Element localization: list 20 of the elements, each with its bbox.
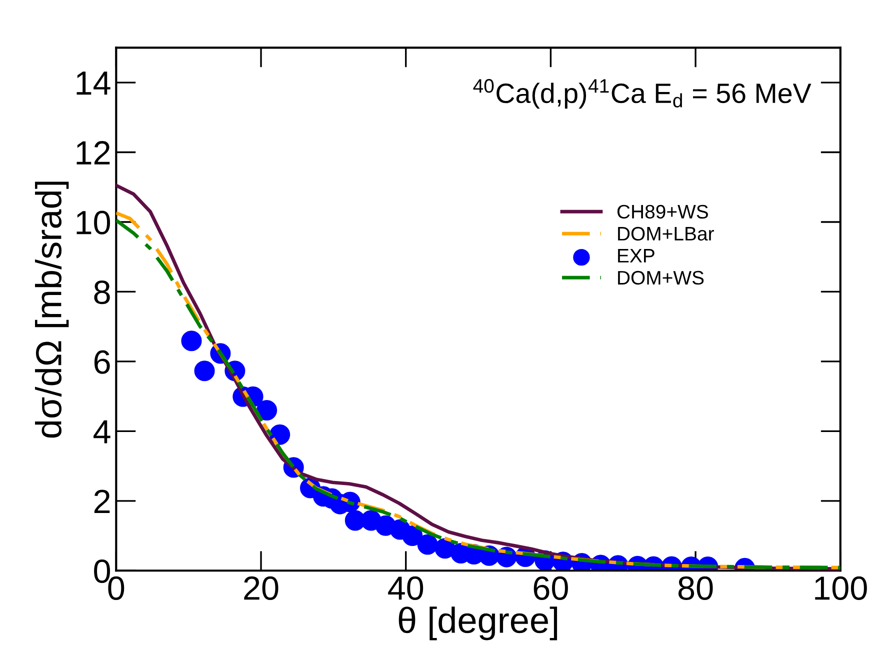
- x-tick-label: 20: [244, 576, 278, 600]
- legend-label: CH89+WS: [617, 204, 708, 219]
- text: $^{40}$Ca(d,p)$^{41}$Ca E$_{d}$ = 56 MeV: [473, 79, 812, 109]
- x-tick-label: 100: [815, 576, 867, 600]
- y-tick-label: 8: [94, 280, 110, 304]
- y-tick-label: 6: [94, 350, 110, 374]
- y-tick-label: 4: [94, 420, 110, 444]
- y-tick-label: 2: [94, 490, 110, 513]
- legend-label: EXP: [618, 249, 654, 262]
- x-axis-title: θ [degree]: [398, 606, 558, 640]
- legend-label: DOM+WS: [618, 270, 704, 285]
- legend-label: DOM+LBar: [618, 226, 714, 241]
- y-tick-label: 10: [76, 210, 110, 234]
- x-tick-label: 40: [388, 576, 424, 600]
- x-tick-label: 80: [678, 576, 713, 600]
- x-tick-label: 60: [534, 576, 568, 600]
- y-axis-title: dσ/dΩ [mb/srad]: [35, 182, 69, 438]
- y-tick-label: 14: [76, 72, 110, 95]
- y-tick-label: 12: [76, 141, 110, 164]
- y-tick-label: 0: [94, 559, 110, 584]
